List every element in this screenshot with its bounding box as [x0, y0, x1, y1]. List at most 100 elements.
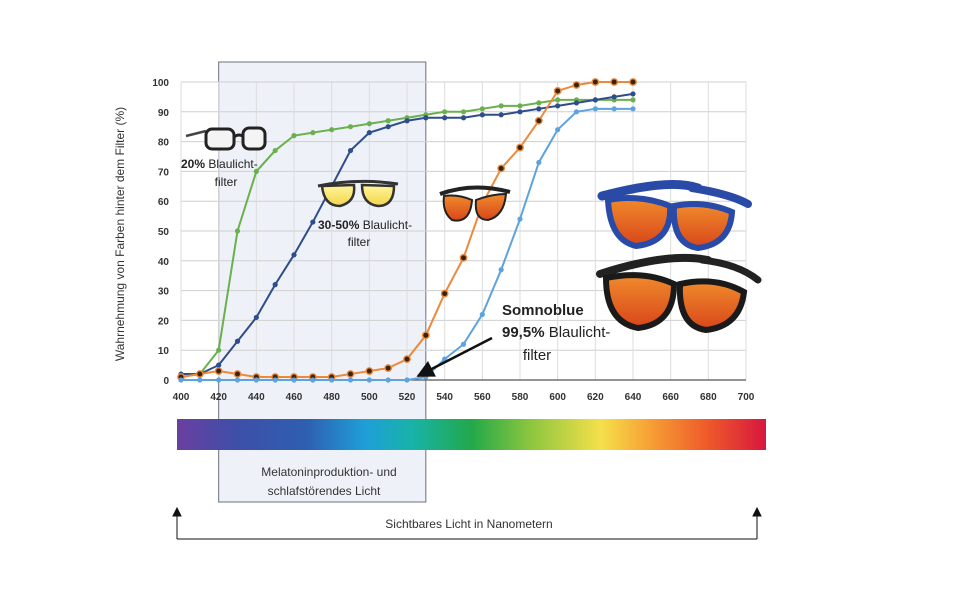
- band-caption-line2: schlafstörendes Licht: [268, 484, 381, 498]
- y-tick-100: 100: [152, 78, 169, 89]
- point-s3-610: [573, 109, 580, 115]
- point-s0-500: [366, 121, 372, 127]
- visible-light-bracket: [172, 506, 762, 540]
- orange-sport-glasses-icon: [439, 185, 511, 222]
- band-caption-line1: Melatoninproduktion- und: [261, 465, 396, 479]
- point-s3-410: [197, 377, 203, 383]
- y-tick-30: 30: [158, 287, 170, 298]
- point-s1-520: [404, 118, 410, 124]
- point-s2-590: [534, 116, 543, 125]
- x-tick-620: 620: [587, 392, 604, 403]
- y-tick-80: 80: [158, 138, 170, 149]
- y-tick-60: 60: [158, 197, 170, 208]
- point-s2-520: [403, 355, 411, 364]
- point-s1-500: [366, 130, 372, 136]
- visible-light-caption: Sichtbares Licht in Nanometern: [385, 517, 552, 531]
- y-axis-label: Wahrnehmung von Farben hinter dem Filter…: [113, 107, 127, 361]
- point-s3-560: [479, 311, 485, 318]
- point-s3-590: [536, 159, 542, 166]
- point-s0-600: [555, 97, 561, 103]
- x-tick-700: 700: [738, 392, 755, 403]
- x-tick-580: 580: [512, 392, 529, 403]
- point-s2-570: [497, 164, 506, 173]
- point-s2-620: [591, 78, 600, 86]
- annotation-20-text: Blaulicht-: [205, 157, 258, 171]
- point-s2-500: [365, 367, 374, 375]
- point-s3-550: [460, 341, 467, 347]
- annotation-somnoblue-text: Blaulicht-: [545, 324, 611, 341]
- point-s3-500: [366, 377, 372, 383]
- point-s3-490: [347, 377, 354, 383]
- point-s0-640: [630, 97, 636, 103]
- point-s1-530: [423, 115, 429, 121]
- point-s1-460: [291, 252, 297, 258]
- point-s1-490: [347, 147, 354, 154]
- point-s0-560: [479, 106, 485, 112]
- point-s1-440: [253, 314, 259, 321]
- y-tick-40: 40: [158, 257, 170, 268]
- point-s3-460: [291, 377, 297, 383]
- x-tick-520: 520: [399, 392, 416, 403]
- black-frame-glasses-icon: [596, 253, 762, 334]
- point-s2-490: [346, 370, 355, 378]
- blue-frame-glasses-icon: [597, 179, 752, 252]
- point-s1-430: [234, 338, 241, 344]
- point-s1-470: [310, 219, 316, 225]
- point-s1-510: [385, 124, 391, 130]
- point-s3-480: [329, 377, 335, 383]
- annotation-3050-bold: 30-50%: [318, 218, 360, 232]
- point-s2-420: [214, 367, 223, 375]
- x-tick-560: 560: [474, 392, 491, 403]
- point-s3-520: [404, 377, 410, 383]
- point-s1-560: [479, 112, 485, 118]
- point-s3-600: [555, 127, 561, 133]
- x-tick-480: 480: [323, 392, 340, 403]
- annotation-somnoblue-line2: 99,5% Blaulicht-: [502, 324, 610, 341]
- annotation-3050-line2: filter: [348, 235, 371, 249]
- point-s3-570: [498, 267, 504, 273]
- point-s1-590: [536, 106, 542, 112]
- point-s1-580: [517, 109, 523, 115]
- point-s0-430: [234, 228, 241, 234]
- point-s2-550: [459, 253, 468, 262]
- point-s0-490: [347, 124, 354, 130]
- point-s2-540: [440, 289, 449, 298]
- x-tick-660: 660: [662, 392, 679, 403]
- point-s3-640: [630, 106, 636, 112]
- point-s1-420: [216, 362, 222, 368]
- point-s1-640: [630, 91, 636, 97]
- annotation-somnoblue-line3: filter: [523, 347, 551, 364]
- point-s1-570: [498, 112, 504, 118]
- point-s0-580: [517, 103, 523, 109]
- annotation-20-bold: 20%: [181, 157, 205, 171]
- y-tick-0: 0: [163, 376, 169, 387]
- point-s0-480: [329, 127, 335, 133]
- x-tick-600: 600: [549, 392, 566, 403]
- point-s0-510: [385, 118, 391, 124]
- point-s0-570: [498, 103, 504, 109]
- x-tick-540: 540: [436, 392, 453, 403]
- point-s1-630: [611, 94, 617, 100]
- x-tick-400: 400: [173, 392, 190, 403]
- point-s0-450: [272, 147, 278, 154]
- point-s2-600: [553, 87, 562, 95]
- y-tick-10: 10: [158, 346, 170, 357]
- point-s1-610: [573, 100, 580, 106]
- point-s3-400: [178, 377, 184, 383]
- point-s1-600: [555, 103, 561, 109]
- y-tick-20: 20: [158, 316, 170, 327]
- x-tick-680: 680: [700, 392, 717, 403]
- point-s3-630: [611, 106, 617, 112]
- point-s0-590: [536, 100, 542, 106]
- point-s2-610: [572, 81, 581, 89]
- point-s1-550: [460, 115, 467, 121]
- point-s3-440: [253, 377, 259, 383]
- y-tick-70: 70: [158, 167, 170, 178]
- point-s3-510: [385, 377, 391, 383]
- annotation-20-line1: 20% Blaulicht-: [181, 157, 258, 171]
- point-s2-530: [421, 331, 430, 340]
- point-s0-440: [253, 168, 259, 174]
- x-tick-440: 440: [248, 392, 265, 403]
- point-s3-450: [272, 377, 278, 383]
